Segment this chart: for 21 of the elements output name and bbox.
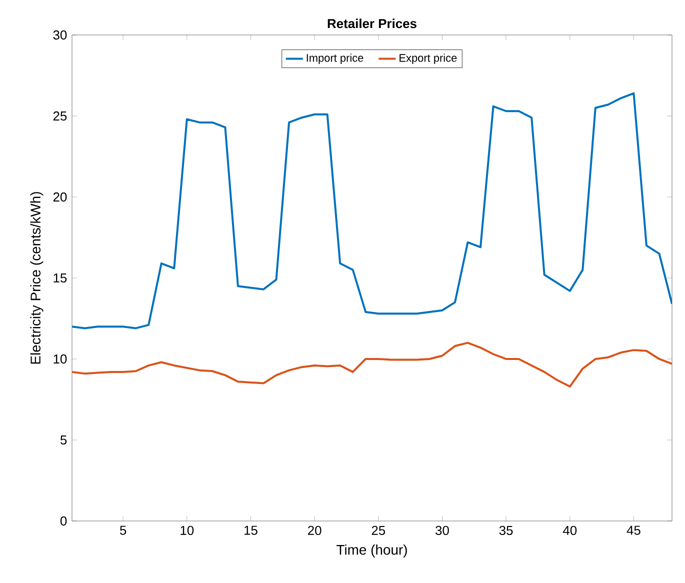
x-tick-label: 40 (562, 526, 577, 535)
y-tick-label: 20 (53, 192, 67, 202)
x-axis-title: Time (hour) (336, 544, 407, 558)
x-tick-label: 5 (120, 526, 126, 535)
y-tick-label: 25 (53, 111, 67, 121)
x-tick-label: 15 (244, 526, 258, 535)
x-tick-label: 25 (372, 526, 386, 535)
y-tick-label: 15 (54, 273, 67, 282)
x-tick-label: 45 (626, 526, 640, 535)
x-tick-label: 10 (180, 526, 194, 535)
x-tick-label: 30 (436, 526, 449, 535)
x-tick-label: 35 (499, 526, 513, 535)
x-tick-label: 20 (308, 526, 322, 535)
chart-title: Retailer Prices (328, 18, 416, 28)
y-axis-title: Electricity Price (cents/kWh) (30, 192, 44, 364)
legend-label: Import price (306, 54, 364, 64)
y-tick-label: 0 (60, 516, 67, 526)
y-tick-label: 5 (60, 435, 67, 444)
legend-label: Export price (400, 54, 457, 64)
y-tick-label: 30 (53, 30, 67, 40)
y-tick-label: 10 (54, 354, 67, 364)
